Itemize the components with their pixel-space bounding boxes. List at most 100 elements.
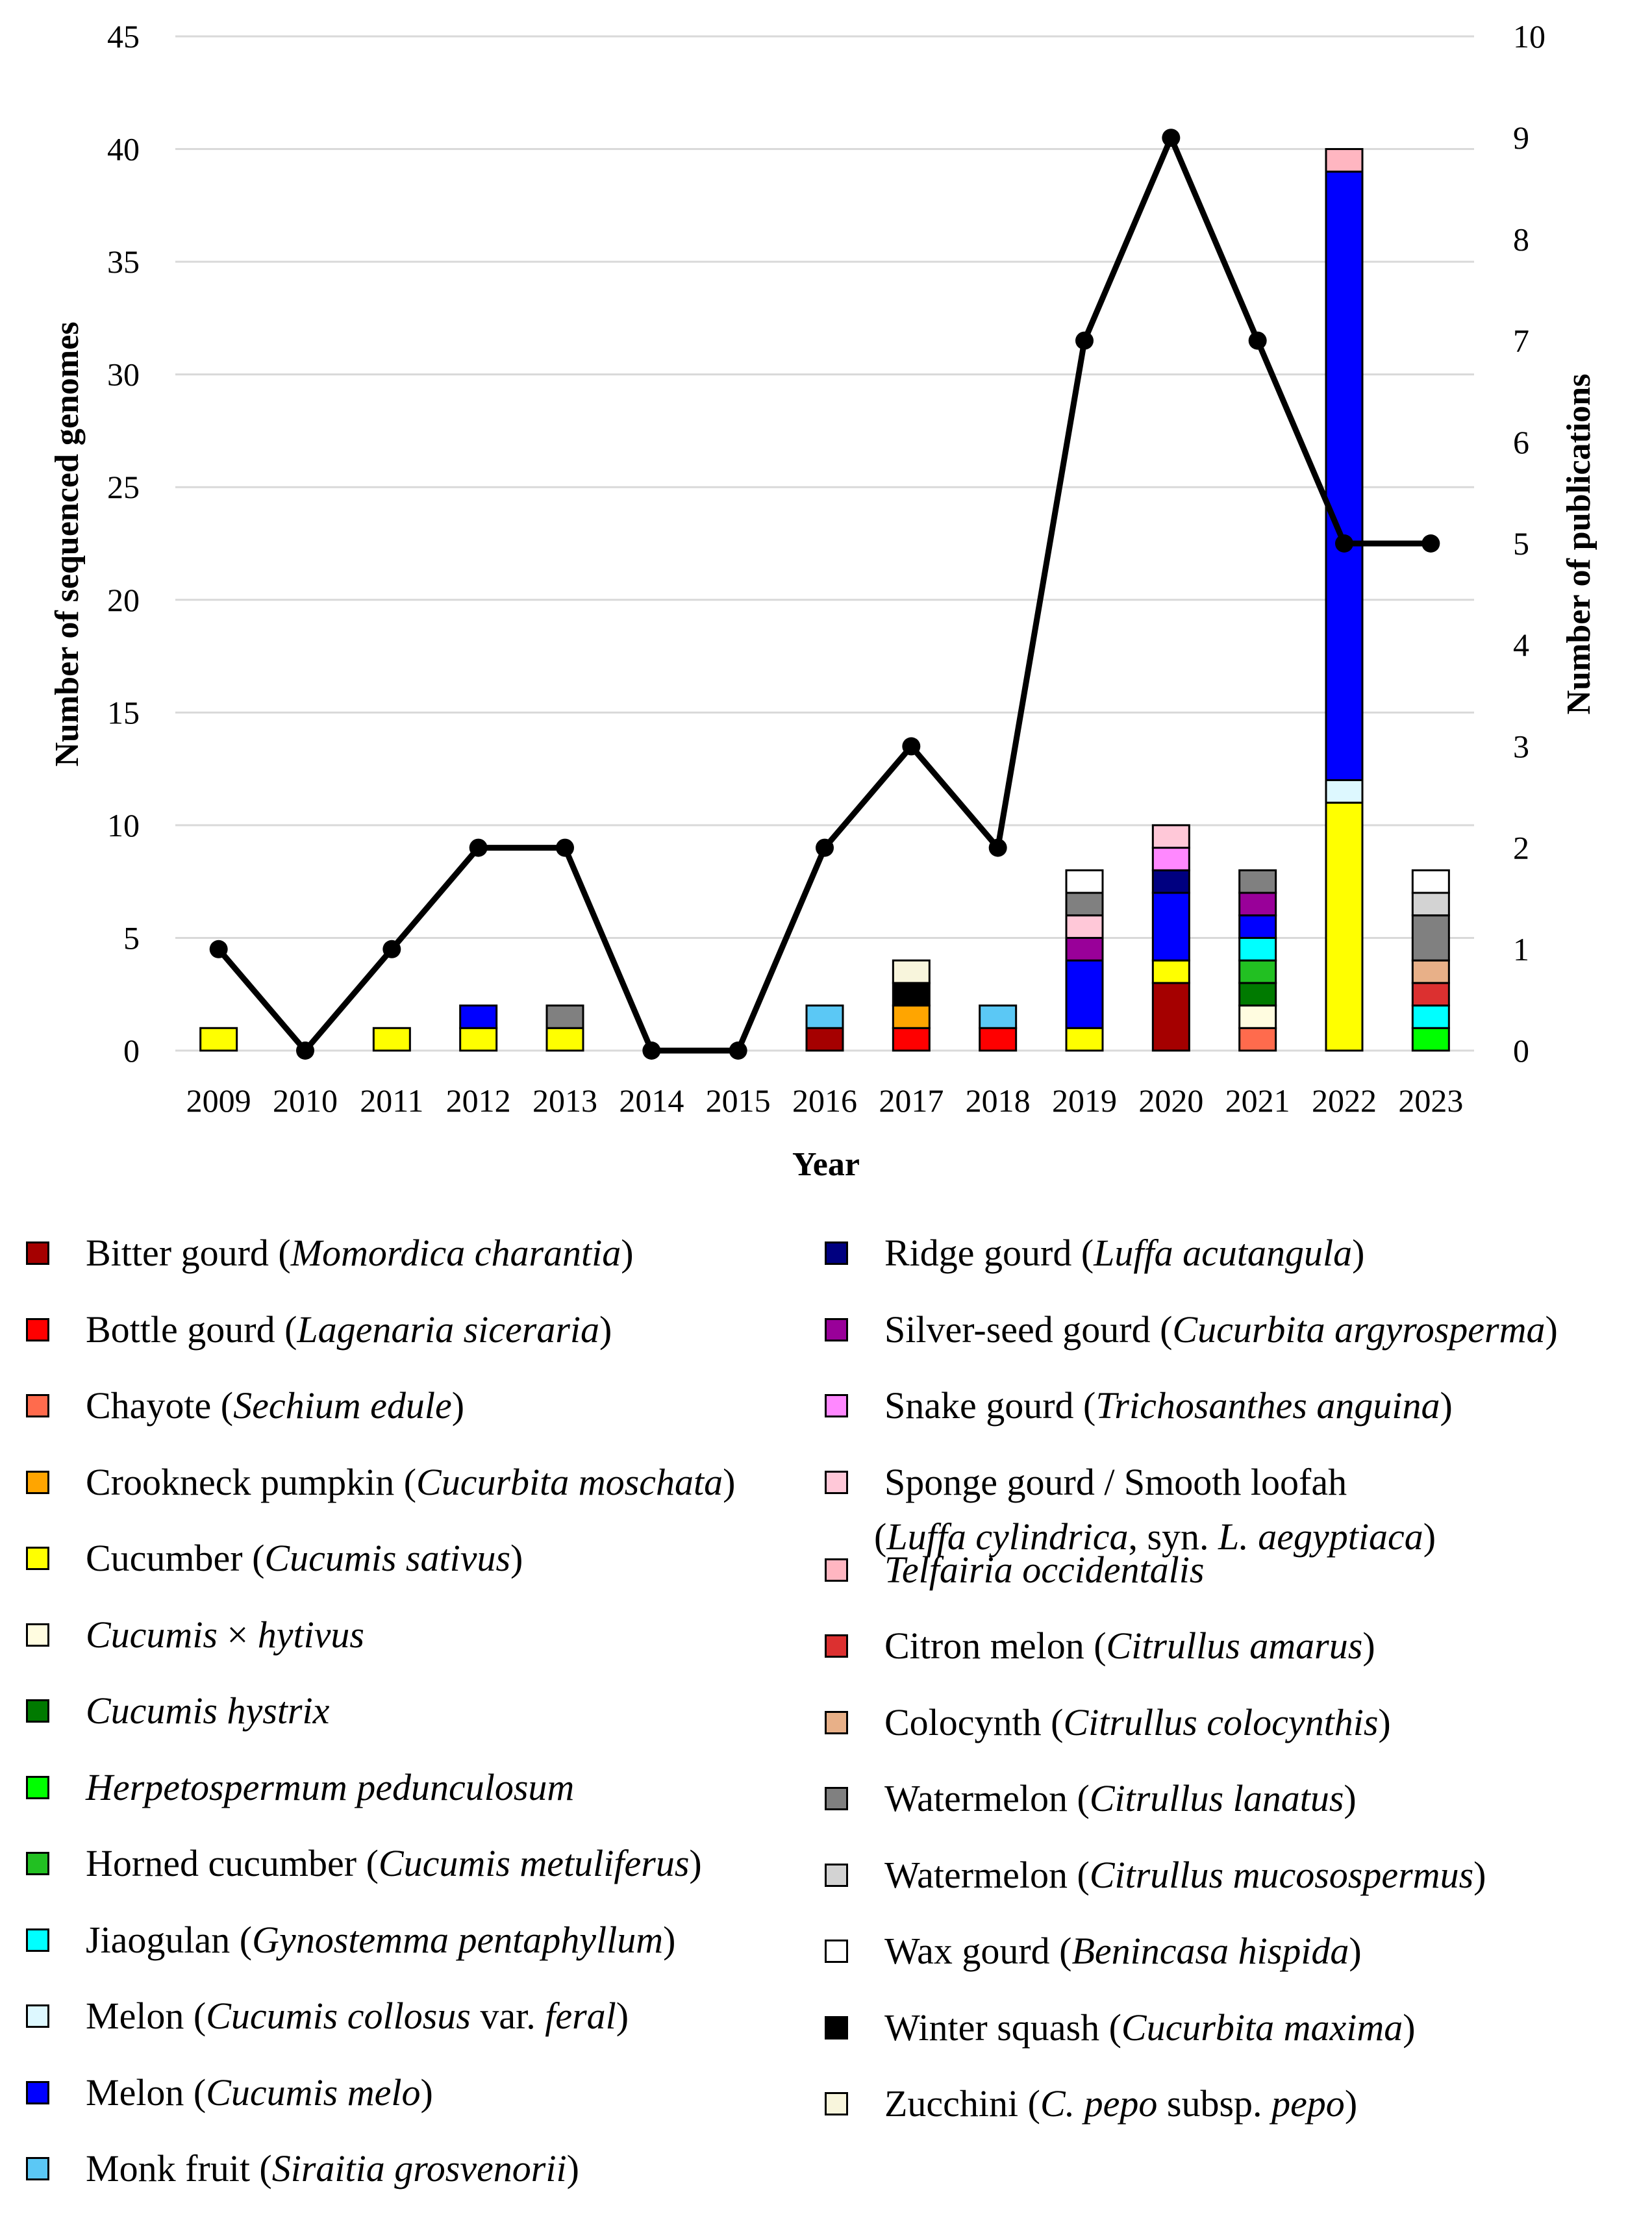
bar-segment-melon <box>1151 892 1190 962</box>
x-tick-label: 2013 <box>532 1082 597 1119</box>
legend-item-winter-squash: Winter squash (Cucurbita maxima) <box>825 2001 1416 2055</box>
legend-label: Watermelon (Citrullus mucosospermus) <box>884 1853 1486 1896</box>
legend-item-zucchini: Zucchini (C. pepo subsp. pepo) <box>825 2077 1357 2131</box>
legend-label: Colocynth (Citrullus colocynthis) <box>884 1701 1391 1743</box>
legend-item-wax-gourd: Wax gourd (Benincasa hispida) <box>825 1924 1362 1978</box>
legend-item-silver-seed-gourd: Silver-seed gourd (Cucurbita argyrosperm… <box>825 1303 1558 1357</box>
bar-segment-sponge_gourd <box>1065 914 1104 939</box>
x-tick-label: 2020 <box>1138 1082 1203 1119</box>
legend-item-ridge-gourd: Ridge gourd (Luffa acutangula) <box>825 1226 1364 1280</box>
legend-item-sponge-gourd: Sponge gourd / Smooth loofah (Luffa cylin… <box>825 1455 1436 1564</box>
y-tick-label: 5 <box>123 919 140 956</box>
bar-segment-bottle_gourd <box>979 1027 1018 1052</box>
bar-segment-bitter_gourd <box>1151 982 1190 1052</box>
legend-label: Herpetospermum pedunculosum <box>86 1765 575 1808</box>
legend-swatch <box>825 1940 848 1964</box>
legend-swatch <box>825 1787 848 1811</box>
legend-item-snake-gourd: Snake gourd (Trichosanthes anguina) <box>825 1378 1453 1433</box>
bar-segment-bitter_gourd <box>805 1027 844 1052</box>
legend-label: Bitter gourd (Momordica charantia) <box>86 1232 634 1274</box>
bar-segment-cucumber <box>1151 959 1190 984</box>
legend-label: Bottle gourd (Lagenaria siceraria) <box>86 1308 612 1351</box>
y-tick-label: 40 <box>107 131 140 168</box>
y2-tick-label: 6 <box>1513 424 1529 460</box>
y-tick-label: 15 <box>107 694 140 730</box>
x-tick-label: 2018 <box>966 1082 1031 1119</box>
publications-point <box>1335 534 1353 553</box>
bar-segment-cucumis_hytivus <box>1238 1004 1277 1029</box>
bar-segment-colocynth <box>1411 959 1450 984</box>
publications-point <box>1248 331 1267 350</box>
legend-swatch <box>825 1863 848 1887</box>
x-tick-label: 2023 <box>1398 1082 1463 1119</box>
legend-swatch <box>825 1241 848 1265</box>
bar-segment-melon <box>1238 914 1277 939</box>
legend-item-melon-collosus: Melon (Cucumis collosus var. feral) <box>26 1989 629 2043</box>
bar-segment-watermelon_lanatus <box>545 1004 584 1029</box>
bar-segment-melon <box>1065 959 1104 1029</box>
x-tick-label: 2012 <box>446 1082 511 1119</box>
legend-swatch <box>26 1241 49 1265</box>
legend-item-horned-cucumber: Horned cucumber (Cucumis metuliferus) <box>26 1836 702 1891</box>
legend-swatch <box>26 2157 49 2180</box>
legend-label: Watermelon (Citrullus lanatus) <box>884 1777 1357 1820</box>
y2-tick-label: 8 <box>1513 221 1529 257</box>
legend-swatch <box>26 1928 49 1952</box>
gridlines <box>175 35 1474 1052</box>
publications-point <box>729 1042 747 1060</box>
x-tick-label: 2019 <box>1052 1082 1117 1119</box>
legend-label: Zucchini (C. pepo subsp. pepo) <box>884 2082 1358 2125</box>
legend-label: Melon (Cucumis collosus var. feral) <box>86 1995 629 2037</box>
x-tick-label: 2022 <box>1312 1082 1377 1119</box>
bar-segment-monk_fruit <box>979 1004 1018 1029</box>
y2-tick-label: 0 <box>1513 1032 1529 1069</box>
bar-segment-bottle_gourd <box>892 1027 931 1052</box>
publications-point <box>816 838 834 857</box>
legend-item-jiaogulan: Jiaogulan (Gynostemma pentaphyllum) <box>26 1913 675 1967</box>
y-tick-label: 25 <box>107 469 140 505</box>
legend-swatch <box>825 2015 848 2040</box>
x-tick-label: 2021 <box>1225 1082 1290 1119</box>
legend-item-telfairia: Telfairia occidentalis <box>825 1543 1204 1597</box>
x-tick-label: 2017 <box>879 1082 944 1119</box>
legend-swatch <box>825 1470 848 1494</box>
legend-label: Citron melon (Citrullus amarus) <box>884 1625 1375 1667</box>
bar-segment-cucumber <box>459 1027 498 1052</box>
y2-tick-label: 9 <box>1513 119 1529 156</box>
x-tick-label: 2014 <box>619 1082 684 1119</box>
y-tick-label: 0 <box>123 1032 140 1069</box>
legend-item-bitter-gourd: Bitter gourd (Momordica charantia) <box>26 1226 634 1280</box>
legend-swatch <box>825 1634 848 1658</box>
legend-label: Cucumis hystrix <box>86 1690 330 1732</box>
legend-swatch <box>26 1775 49 1799</box>
legend-item-melon: Melon (Cucumis melo) <box>26 2065 433 2120</box>
x-axis-title: Year <box>792 1146 860 1183</box>
publications-point <box>988 838 1007 857</box>
legend-item-cucumber: Cucumber (Cucumis sativus) <box>26 1531 523 1586</box>
bar-segment-watermelon_lanatus <box>1065 892 1104 917</box>
y2-tick-label: 7 <box>1513 323 1529 359</box>
bar-segment-silver_seed_gourd <box>1238 892 1277 917</box>
legend-label: Ridge gourd (Luffa acutangula) <box>884 1232 1365 1274</box>
y-axis-title: Number of sequenced genomes <box>49 321 86 766</box>
publications-line <box>209 129 1440 1060</box>
publications-point <box>469 838 488 857</box>
bar-segment-jiaogulan <box>1238 936 1277 962</box>
publications-point <box>382 940 401 958</box>
legend-label: Silver-seed gourd (Cucurbita argyrosperm… <box>884 1308 1558 1351</box>
bar-segment-melon <box>459 1004 498 1029</box>
legend-item-watermelon-lanatus: Watermelon (Citrullus lanatus) <box>825 1771 1357 1826</box>
bar-segment-herpetospermum <box>1411 1027 1450 1052</box>
x-tick-label: 2015 <box>706 1082 771 1119</box>
bar-segment-jiaogulan <box>1411 1004 1450 1029</box>
bar-segment-cucumber <box>1325 801 1364 1052</box>
legend-label: Horned cucumber (Cucumis metuliferus) <box>86 1842 702 1884</box>
legend-label: Chayote (Sechium edule) <box>86 1384 465 1427</box>
publications-point <box>1075 331 1094 350</box>
y-tick-label: 30 <box>107 356 140 393</box>
legend-item-monk-fruit: Monk fruit (Siraitia grosvenorii) <box>26 2141 579 2196</box>
publications-point <box>642 1042 661 1060</box>
bar-stacks <box>199 148 1450 1052</box>
legend-item-herpetospermum: Herpetospermum pedunculosum <box>26 1760 574 1815</box>
